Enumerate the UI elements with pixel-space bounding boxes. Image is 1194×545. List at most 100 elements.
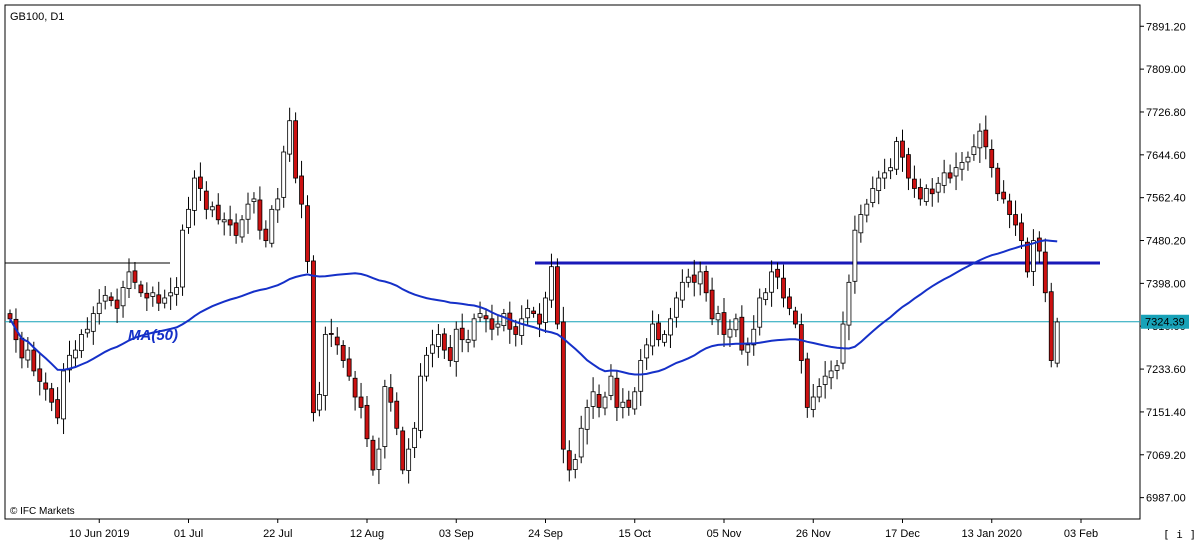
candle-body [340, 345, 346, 361]
candle-body [328, 333, 334, 335]
candle-body [632, 391, 638, 410]
candle-body [519, 318, 525, 336]
candle-body [156, 294, 162, 304]
candle-body [203, 190, 209, 210]
candle-body [900, 140, 905, 158]
candle-body [305, 205, 310, 262]
candle-body [775, 268, 780, 278]
x-tick-label: 13 Jan 2020 [961, 528, 1022, 540]
candle-body [906, 154, 911, 179]
candle-body [662, 334, 667, 343]
candle-body [79, 334, 84, 352]
candle-body [1036, 237, 1042, 252]
candle-body [674, 297, 679, 318]
y-tick-label: 6987.00 [1146, 493, 1186, 505]
candle-body [132, 270, 138, 283]
candle-body [186, 208, 191, 228]
y-tick-label: 7480.20 [1146, 236, 1186, 248]
chart-title: GB100, D1 [10, 11, 64, 23]
candle-body [316, 394, 322, 411]
candle-body [61, 370, 66, 420]
candle-body [263, 228, 269, 242]
current-price-tag: 7324.39 [1141, 314, 1189, 329]
candle-body [90, 313, 96, 332]
candle-body [739, 316, 745, 351]
y-tick-label: 7398.00 [1146, 278, 1186, 290]
candle-body [781, 277, 786, 299]
candle-body [322, 334, 328, 396]
x-tick-label: 12 Aug [350, 528, 384, 540]
candle-body [364, 404, 370, 440]
candle-body [43, 382, 49, 390]
candle-body [138, 284, 144, 294]
candle-body [394, 400, 400, 429]
ma-label: MA(50) [128, 327, 178, 344]
candle-body [733, 318, 739, 331]
candle-body [346, 358, 352, 377]
settings-corner-icon[interactable]: [ i ] [1163, 528, 1194, 541]
candle-body [614, 377, 620, 408]
candle-body [430, 344, 435, 354]
candle-body [382, 386, 388, 447]
candle-body [840, 323, 846, 364]
candle-body [168, 292, 174, 297]
candle-body [1019, 222, 1024, 242]
candle-body [543, 297, 548, 323]
candle-body [691, 274, 697, 283]
candle-body [197, 176, 203, 189]
candle-body [525, 307, 531, 319]
y-tick-label: 7644.60 [1146, 150, 1186, 162]
candle-body [513, 326, 519, 335]
candle-body [209, 206, 215, 211]
candle-body [1054, 321, 1060, 364]
candle-body [882, 172, 888, 179]
candle-body [489, 318, 495, 330]
candle-body [697, 271, 703, 285]
watermark: © IFC Markets [10, 506, 75, 517]
candle-body [864, 203, 870, 216]
candle-body [1031, 240, 1036, 272]
candle-body [745, 344, 751, 353]
y-tick-label: 7726.80 [1146, 107, 1186, 119]
candle-body [334, 336, 340, 346]
candle-body [501, 313, 507, 326]
candle-body [239, 219, 245, 238]
candle-body [376, 448, 382, 470]
candle-body [679, 281, 685, 301]
current-price-label: 7324.39 [1145, 317, 1185, 329]
candle-body [555, 266, 560, 325]
candle-body [828, 370, 834, 379]
candle-body [269, 208, 275, 244]
candle-body [798, 324, 804, 361]
candle-body [834, 365, 840, 371]
candle-body [608, 375, 614, 396]
candle-body [870, 188, 876, 203]
candle-body [233, 222, 239, 236]
candle-body [941, 172, 947, 186]
candle-body [959, 162, 965, 170]
x-tick-label: 03 Sep [439, 528, 474, 540]
candle-body [215, 204, 221, 221]
x-tick-label: 17 Dec [885, 528, 920, 540]
candle-body [1025, 241, 1030, 273]
candle-body [108, 296, 114, 301]
candle-body [888, 167, 893, 172]
candle-body [602, 396, 608, 409]
candle-body [1013, 214, 1018, 226]
candle-body [977, 130, 983, 149]
candle-body [162, 297, 168, 304]
candle-body [709, 289, 715, 320]
candle-body [84, 328, 90, 334]
candle-body [192, 177, 197, 211]
candle-body [715, 313, 721, 321]
candle-body [453, 328, 459, 362]
candle-body [144, 292, 150, 299]
candle-body [435, 334, 441, 347]
y-tick-label: 7809.00 [1146, 64, 1186, 76]
candle-body [923, 188, 929, 202]
candle-body [846, 281, 852, 326]
candle-body [668, 318, 673, 336]
candle-body [1042, 251, 1048, 294]
candle-body [465, 339, 471, 343]
candles [7, 107, 1060, 485]
